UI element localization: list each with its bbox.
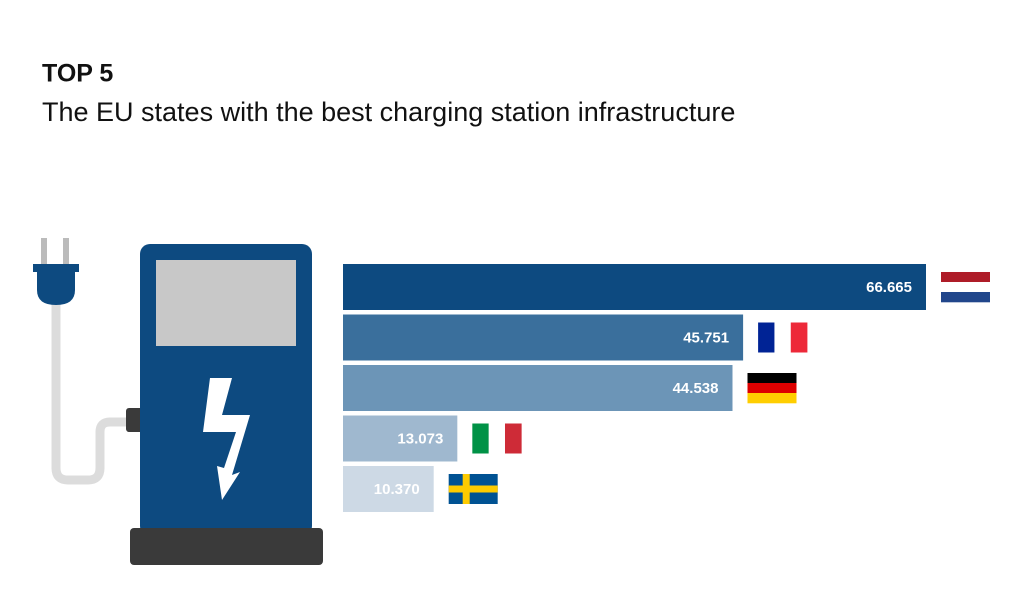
value-label: 66.665 bbox=[866, 279, 912, 296]
prong bbox=[41, 238, 47, 266]
flag-stripe bbox=[504, 423, 522, 454]
pump-base bbox=[130, 528, 323, 565]
flag-stripe bbox=[758, 322, 775, 353]
value-label: 44.538 bbox=[673, 380, 719, 397]
value-label: 10.370 bbox=[374, 481, 420, 498]
plug bbox=[37, 272, 75, 305]
value-label: 13.073 bbox=[397, 430, 443, 447]
flag-cross bbox=[448, 485, 498, 493]
flag-stripe bbox=[747, 373, 797, 384]
flag-stripe bbox=[472, 423, 489, 454]
flag-stripe bbox=[941, 282, 990, 293]
socket bbox=[126, 408, 144, 432]
prong bbox=[63, 238, 69, 266]
flag-stripe bbox=[941, 272, 990, 283]
bar bbox=[343, 365, 733, 411]
bar bbox=[343, 264, 926, 310]
chart-subtitle: The EU states with the best charging sta… bbox=[42, 97, 735, 127]
flag-stripe bbox=[790, 322, 808, 353]
value-label: 45.751 bbox=[683, 329, 729, 346]
pump-screen bbox=[156, 260, 296, 346]
bar bbox=[343, 415, 458, 462]
flag-stripe bbox=[941, 292, 990, 303]
chart-title: TOP 5 bbox=[42, 60, 113, 88]
flag-stripe bbox=[488, 423, 506, 454]
flag-stripe bbox=[747, 383, 797, 394]
flag-stripe bbox=[747, 393, 797, 404]
bar bbox=[343, 314, 744, 361]
lightning-bolt bbox=[203, 378, 250, 500]
cable bbox=[51, 300, 130, 485]
charger-illustration bbox=[33, 238, 323, 565]
bar bbox=[343, 466, 434, 512]
flag-stripe bbox=[774, 322, 792, 353]
plug-rim bbox=[33, 264, 79, 272]
